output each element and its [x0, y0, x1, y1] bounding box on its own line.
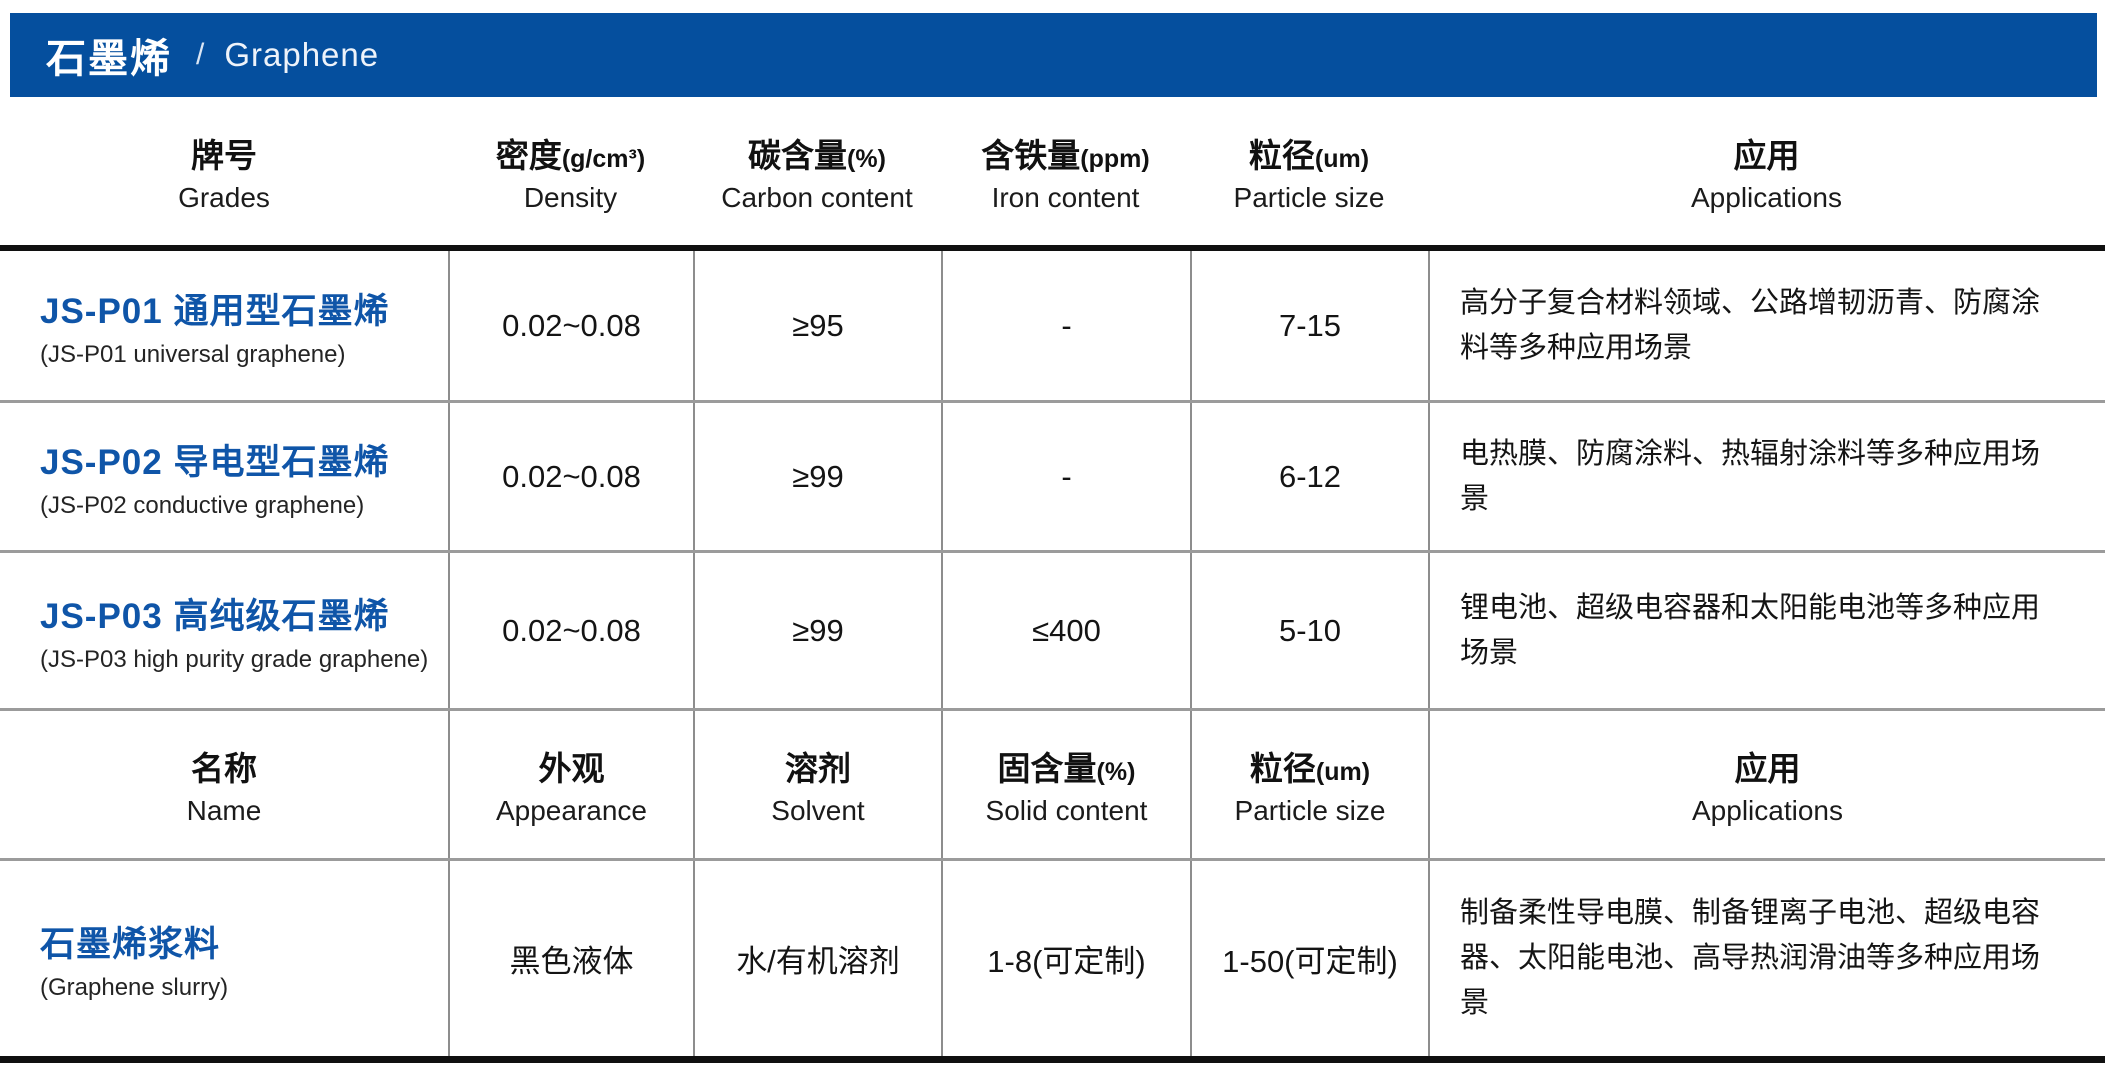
column-header-particle-size: 粒径 (um) Particle size: [1190, 711, 1428, 858]
cell-carbon-content: ≥95: [693, 251, 941, 400]
cell-particle-size: 6-12: [1190, 403, 1428, 550]
header-zh: 碳含量: [748, 136, 848, 174]
column-header-grades: 牌号 Grades: [0, 97, 448, 245]
header-unit: (%): [847, 144, 886, 173]
product-name-en: (Graphene slurry): [40, 973, 229, 1001]
column-header-appearance: 外观 Appearance: [448, 711, 693, 858]
header-en: Iron content: [991, 181, 1140, 213]
header-en: Density: [523, 181, 618, 213]
header-en: Solvent: [771, 795, 865, 826]
header-zh: 名称: [191, 750, 257, 787]
cell-density: 0.02~0.08: [448, 553, 693, 708]
section-title-zh: 石墨烯: [46, 37, 172, 81]
cell-particle-size: 1-50(可定制): [1190, 861, 1428, 1056]
header-zh: 外观: [538, 750, 605, 787]
header-zh: 粒径: [1249, 750, 1316, 787]
cell-carbon-content: ≥99: [693, 403, 941, 550]
cell-appearance: 黑色液体: [448, 861, 693, 1056]
header-unit: (%): [1096, 758, 1136, 786]
cell-density: 0.02~0.08: [448, 251, 693, 400]
header-unit: (ppm): [1080, 144, 1150, 173]
cell-iron-content: -: [941, 403, 1190, 550]
cell-particle-size: 5-10: [1190, 553, 1428, 708]
column-header-solid-content: 固含量 (%) Solid content: [941, 711, 1190, 858]
product-name-zh: JS-P02 导电型石墨烯: [40, 442, 390, 482]
header-zh: 粒径: [1248, 136, 1315, 174]
title-separator: /: [196, 38, 205, 71]
column-header-particle-size: 粒径 (um) Particle size: [1190, 97, 1428, 245]
header-unit: (um): [1314, 144, 1370, 173]
product-name-zh: JS-P03 高纯级石墨烯: [40, 596, 390, 636]
section-title-bar: 石墨烯 / Graphene: [10, 13, 2097, 97]
cell-grade-name: JS-P03 高纯级石墨烯 (JS-P03 high purity grade …: [0, 553, 448, 708]
header-en: Particle size: [1233, 181, 1385, 213]
product-name-en: (JS-P01 universal graphene): [40, 340, 346, 368]
product-name-zh: JS-P01 通用型石墨烯: [40, 291, 390, 331]
table-row-jsp03: JS-P03 高纯级石墨烯 (JS-P03 high purity grade …: [0, 550, 2105, 708]
product-name-en: (JS-P03 high purity grade graphene): [40, 645, 429, 673]
cell-iron-content: ≤400: [941, 553, 1190, 708]
header-en: Name: [186, 795, 262, 826]
product-name-zh: 石墨烯浆料: [40, 924, 221, 964]
cell-applications: 电热膜、防腐涂料、热辐射涂料等多种应用场景: [1428, 403, 2105, 550]
header-unit: (um): [1315, 758, 1371, 786]
header-zh: 溶剂: [785, 750, 851, 787]
graphene-spec-table: JS-P01 通用型石墨烯 (JS-P01 universal graphene…: [0, 245, 2105, 1063]
section-title-en: Graphene: [224, 36, 380, 73]
cell-grade-name: JS-P01 通用型石墨烯 (JS-P01 universal graphene…: [0, 251, 448, 400]
column-header-applications: 应用 Applications: [1428, 97, 2105, 245]
column-header-carbon-content: 碳含量 (%) Carbon content: [693, 97, 941, 245]
column-header-name: 名称 Name: [0, 711, 448, 858]
header-zh: 固含量: [997, 750, 1097, 787]
header-en: Particle size: [1234, 795, 1386, 826]
header-en: Carbon content: [721, 181, 913, 213]
product-name-en: (JS-P02 conductive graphene): [40, 491, 365, 519]
cell-solid-content: 1-8(可定制): [941, 861, 1190, 1056]
header-zh: 应用: [1734, 750, 1801, 787]
column-header-density: 密度 (g/cm³) Density: [448, 97, 693, 245]
cell-product-name: 石墨烯浆料 (Graphene slurry): [0, 861, 448, 1056]
cell-iron-content: -: [941, 251, 1190, 400]
cell-applications: 制备柔性导电膜、制备锂离子电池、超级电容器、太阳能电池、高导热润滑油等多种应用场…: [1428, 861, 2105, 1056]
cell-density: 0.02~0.08: [448, 403, 693, 550]
column-header-solvent: 溶剂 Solvent: [693, 711, 941, 858]
header-zh: 牌号: [191, 136, 257, 174]
header-en: Solid content: [985, 795, 1148, 826]
header-zh: 密度: [495, 136, 562, 174]
cell-applications: 高分子复合材料领域、公路增韧沥青、防腐涂料等多种应用场景: [1428, 251, 2105, 400]
cell-applications: 锂电池、超级电容器和太阳能电池等多种应用场景: [1428, 553, 2105, 708]
table-row-jsp02: JS-P02 导电型石墨烯 (JS-P02 conductive graphen…: [0, 400, 2105, 550]
header-en: Appearance: [495, 795, 647, 826]
column-header-iron-content: 含铁量 (ppm) Iron content: [941, 97, 1190, 245]
cell-carbon-content: ≥99: [693, 553, 941, 708]
cell-grade-name: JS-P02 导电型石墨烯 (JS-P02 conductive graphen…: [0, 403, 448, 550]
table-row-graphene-slurry: 石墨烯浆料 (Graphene slurry) 黑色液体 水/有机溶剂 1-8(…: [0, 858, 2105, 1056]
header-en: Applications: [1691, 181, 1842, 213]
header-zh: 含铁量: [981, 136, 1081, 174]
cell-particle-size: 7-15: [1190, 251, 1428, 400]
header-zh: 应用: [1733, 136, 1800, 174]
column-header-applications: 应用 Applications: [1428, 711, 2105, 858]
header-en: Applications: [1692, 795, 1843, 826]
header-en: Grades: [178, 181, 270, 213]
slurry-table-header-row: 名称 Name 外观 Appearance 溶剂 Solvent 固含量 (%) …: [0, 708, 2105, 858]
header-unit: (g/cm³): [561, 144, 646, 173]
cell-solvent: 水/有机溶剂: [693, 861, 941, 1056]
table-row-jsp01: JS-P01 通用型石墨烯 (JS-P01 universal graphene…: [0, 251, 2105, 400]
powder-table-header-row: 牌号 Grades 密度 (g/cm³) Density 碳含量 (%) Carbo…: [0, 97, 2105, 245]
